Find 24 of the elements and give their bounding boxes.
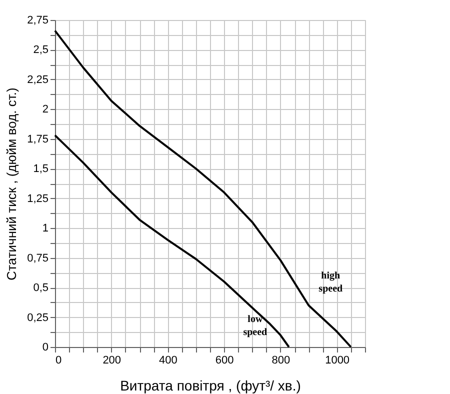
y-tick-label: 1: [42, 222, 48, 235]
x-tick-label: 400: [159, 354, 178, 366]
y-tick-label: 2,25: [27, 74, 48, 86]
line-series: [54, 30, 352, 348]
y-tick-label: 2,5: [33, 44, 48, 56]
y-tick-label: 1,5: [33, 163, 48, 176]
x-tick-label: 600: [215, 354, 234, 366]
y-tick-label: 2,75: [27, 14, 48, 26]
x-axis-title: Витрата повітря , (фут³/ хв.): [120, 378, 301, 394]
line-series: [54, 134, 290, 348]
y-tick-label: 1,25: [27, 192, 48, 205]
y-tick-label: 0: [42, 342, 48, 354]
y-tick-label: 0,25: [27, 312, 48, 324]
series-label: low speed: [243, 314, 268, 338]
y-tick-label: 0,75: [27, 252, 48, 264]
series-label: high speed: [318, 270, 344, 294]
y-tick-label: 2: [42, 104, 48, 116]
x-tick-label: 1000: [325, 354, 350, 366]
x-tick-label: 200: [102, 354, 122, 366]
y-tick-label: 1,75: [27, 133, 48, 146]
y-tick-label: 0,5: [33, 282, 48, 294]
x-tick-label: 800: [272, 354, 290, 366]
x-tick-label: 0: [56, 354, 62, 366]
y-axis-title: Статичний тиск , (дюйм вод. ст.): [4, 88, 20, 280]
